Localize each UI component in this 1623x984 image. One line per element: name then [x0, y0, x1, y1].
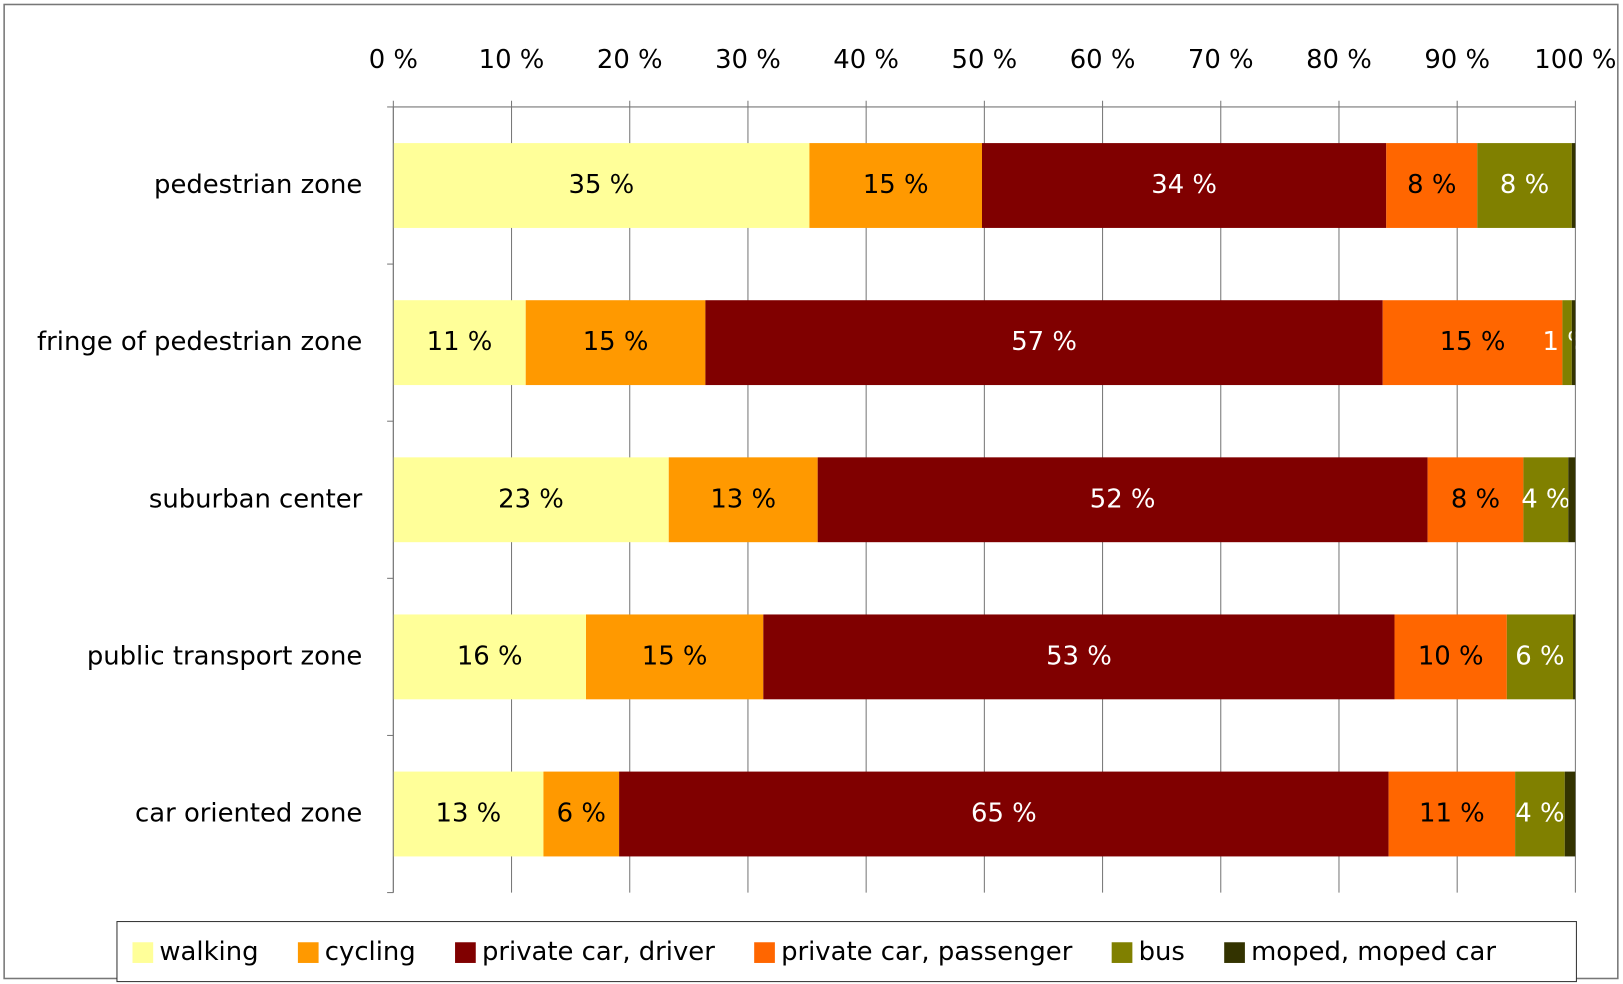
- x-tick-label: 90 %: [1424, 45, 1490, 75]
- y-tick-label: car oriented zone: [135, 799, 362, 829]
- data-label: 1 %: [1542, 327, 1591, 357]
- bars: 35 % 15 % 34 % 8 % 8 % 11 % 15 % 57 % 15 % 1 % 23 …: [393, 143, 1591, 857]
- legend-box: [116, 921, 1577, 983]
- bar-segment: [619, 771, 1389, 857]
- bar-segment: [1506, 614, 1574, 700]
- bar-segment: [1571, 300, 1576, 386]
- bar-segment: [1382, 300, 1563, 386]
- y-tick-label: suburban center: [149, 484, 363, 514]
- legend-label: cycling: [325, 937, 416, 967]
- y-tick-label: pedestrian zone: [154, 170, 362, 200]
- x-tick-label: 0 %: [369, 45, 418, 75]
- x-tick-label: 50 %: [952, 45, 1018, 75]
- bar-segment: [1523, 457, 1569, 543]
- bar-segment: [668, 457, 818, 543]
- data-label: 4 %: [1521, 484, 1570, 514]
- legend-label: bus: [1139, 937, 1185, 967]
- data-label: 52 %: [1090, 484, 1156, 514]
- data-label: 34 %: [1151, 170, 1217, 200]
- data-label: 15 %: [863, 170, 929, 200]
- data-label: 16 %: [457, 641, 523, 671]
- data-label: 13 %: [436, 799, 502, 829]
- legend-label: private car, passenger: [781, 937, 1073, 967]
- data-label: 15 %: [1440, 327, 1506, 357]
- data-label: 10 %: [1418, 641, 1484, 671]
- bar-segment: [1515, 771, 1565, 857]
- bar-segment: [525, 300, 706, 386]
- legend-label: private car, driver: [482, 937, 715, 967]
- x-tick-label: 30 %: [715, 45, 781, 75]
- bar-segment: [705, 300, 1383, 386]
- legend-swatch: [297, 942, 319, 963]
- data-label: 23 %: [498, 484, 564, 514]
- data-label: 11 %: [427, 327, 493, 357]
- bar-segment: [1573, 614, 1576, 700]
- legend: walking cycling private car, driver private…: [132, 937, 1496, 967]
- bar-segment: [393, 771, 544, 857]
- data-label: 6 %: [557, 799, 606, 829]
- data-label: 15 %: [642, 641, 708, 671]
- x-tick-label: 80 %: [1306, 45, 1372, 75]
- x-tick-label: 70 %: [1188, 45, 1254, 75]
- bar-segment: [1388, 771, 1516, 857]
- y-tick-label: public transport zone: [87, 641, 362, 671]
- data-label: 8 %: [1451, 484, 1500, 514]
- x-tick-label: 40 %: [833, 45, 899, 75]
- y-tick-label: fringe of pedestrian zone: [37, 327, 362, 357]
- data-label: 53 %: [1046, 641, 1112, 671]
- legend-label: walking: [159, 937, 258, 967]
- data-label: 57 %: [1011, 327, 1077, 357]
- bar-segment: [1477, 143, 1572, 228]
- data-label: 4 %: [1515, 799, 1564, 829]
- axes: 0 % 10 % 20 % 30 % 40 % 50 % 60 % 70 % 80 % 90 % 1…: [37, 45, 1616, 894]
- bar-segment: [1427, 457, 1524, 543]
- data-label: 8 %: [1407, 170, 1456, 200]
- bar-segment: [393, 300, 526, 386]
- legend-swatch: [1224, 942, 1245, 963]
- bar-segment: [763, 614, 1395, 700]
- bar-segment: [1571, 143, 1576, 228]
- x-tick-label: 100 %: [1534, 45, 1616, 75]
- data-label: 35 %: [569, 170, 635, 200]
- legend-swatch: [754, 942, 775, 963]
- bar-segment: [1386, 143, 1478, 228]
- bar-segment: [817, 457, 1428, 543]
- bar-segment: [543, 771, 620, 857]
- x-tick-label: 20 %: [597, 45, 663, 75]
- bar-segment: [1568, 457, 1576, 543]
- bar-segment: [393, 457, 669, 543]
- data-label: 13 %: [710, 484, 776, 514]
- data-label: 6 %: [1515, 641, 1564, 671]
- data-label: 65 %: [971, 799, 1037, 829]
- legend-swatch: [1111, 942, 1133, 963]
- data-label: 15 %: [583, 327, 649, 357]
- data-label: 8 %: [1500, 170, 1549, 200]
- bar-segment: [1562, 300, 1572, 386]
- x-tick-label: 60 %: [1070, 45, 1136, 75]
- data-label: 11 %: [1419, 799, 1485, 829]
- bar-segment: [981, 143, 1387, 228]
- bar-segment: [393, 143, 810, 228]
- bar-segment: [809, 143, 982, 228]
- bar-segment: [586, 614, 764, 700]
- legend-label: moped, moped car: [1251, 937, 1496, 967]
- bar-segment: [393, 614, 587, 700]
- bar-segment: [1564, 771, 1576, 857]
- legend-swatch: [455, 942, 476, 963]
- bar-segment: [1394, 614, 1507, 700]
- legend-swatch: [132, 942, 154, 963]
- x-tick-label: 10 %: [479, 45, 545, 75]
